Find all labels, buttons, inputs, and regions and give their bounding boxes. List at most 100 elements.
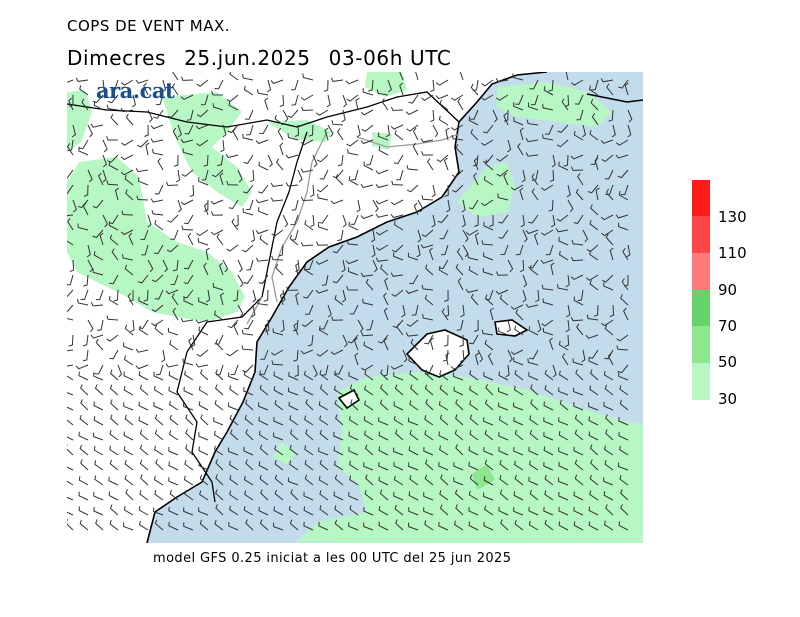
wind-barb (120, 169, 134, 176)
wind-barb (109, 274, 119, 285)
wind-barb (255, 229, 269, 235)
wind-barb (357, 319, 364, 333)
wind-barb (468, 521, 479, 531)
wind-barb (483, 252, 494, 261)
wind-barb (303, 506, 314, 516)
wind-barb (279, 142, 284, 156)
wind-barb (244, 319, 254, 330)
wind-barb (364, 430, 374, 441)
wind-barb (440, 244, 449, 256)
wind-barb (627, 124, 632, 138)
wind-barb (484, 399, 494, 411)
wind-barb (474, 232, 480, 246)
wind-barb (541, 319, 554, 327)
wind-barb (78, 491, 89, 501)
wind-barb (483, 417, 494, 426)
wind-barb (604, 349, 614, 360)
wind-barb (181, 76, 194, 81)
wind-barb (365, 278, 374, 291)
wind-barb (571, 239, 584, 246)
wind-barb (287, 109, 299, 118)
wind-barb (189, 184, 195, 198)
wind-barb (291, 94, 299, 106)
wind-barb (136, 139, 149, 148)
wind-barb (606, 83, 614, 96)
wind-barb (327, 124, 334, 138)
wind-barb (498, 415, 509, 426)
legend-swatch-130plus (692, 180, 710, 216)
wind-barb (574, 474, 584, 486)
wind-barb (375, 229, 389, 236)
wind-barb (90, 123, 104, 128)
wind-barb (67, 169, 74, 179)
wind-barb (213, 430, 224, 441)
wind-barb (439, 445, 449, 456)
wind-barb (469, 334, 479, 345)
wind-barb (222, 124, 227, 138)
wind-barb (455, 399, 464, 411)
wind-barb (519, 187, 524, 201)
wind-barb (361, 124, 374, 132)
wind-barb (172, 259, 179, 272)
wind-barb (332, 169, 344, 179)
wind-barb (528, 102, 539, 111)
wind-barb (229, 72, 239, 81)
wind-barb (406, 184, 419, 193)
wind-barb (319, 384, 329, 396)
wind-barb (226, 180, 239, 186)
wind-barb (360, 139, 374, 145)
wind-barb (495, 289, 509, 295)
wind-barb (558, 387, 569, 396)
wind-barb (251, 304, 256, 318)
wind-barb (470, 128, 479, 141)
wind-barb (336, 128, 344, 141)
wind-barb (331, 120, 344, 126)
wind-barb (67, 304, 74, 313)
wind-barb (393, 475, 404, 486)
wind-barb (288, 505, 299, 516)
wind-barb (237, 259, 243, 273)
wind-barb (543, 86, 554, 96)
wind-barb (300, 94, 314, 101)
wind-barb (67, 444, 74, 456)
wind-barb (408, 94, 419, 104)
wind-barb (503, 172, 509, 186)
wind-barb (469, 400, 479, 411)
wind-barb (349, 304, 359, 315)
wind-barb (245, 459, 254, 471)
wind-barb (378, 146, 389, 156)
wind-barb (285, 154, 299, 159)
wind-barb (233, 322, 239, 336)
wind-barb (319, 169, 329, 180)
wind-barb (468, 490, 479, 501)
wind-barb (109, 429, 119, 441)
wind-barb (121, 210, 134, 216)
wind-barb (603, 401, 614, 411)
wind-barb (558, 161, 569, 171)
wind-barb (619, 385, 629, 396)
wind-barb (573, 296, 584, 306)
wind-barb (429, 247, 434, 261)
wind-barb (378, 462, 389, 471)
wind-barb (363, 341, 374, 351)
wind-barb (468, 506, 479, 516)
wind-barb (589, 219, 599, 231)
wind-barb (360, 272, 374, 277)
wind-barb (409, 370, 419, 381)
wind-barb (79, 444, 89, 456)
wind-barb (603, 282, 614, 291)
legend-swatch-50 (692, 326, 710, 363)
wind-barb (438, 521, 449, 531)
wind-barb (165, 289, 179, 295)
wind-barb (605, 504, 614, 516)
wind-barb (590, 369, 599, 381)
wind-barb (424, 294, 434, 306)
wind-barb (541, 284, 554, 291)
wind-barb (621, 278, 629, 291)
wind-barb (521, 169, 526, 183)
wind-barb (305, 304, 314, 315)
wind-barb (94, 364, 104, 375)
wind-barb (529, 489, 539, 501)
wind-barb (90, 334, 104, 339)
wind-barb (589, 279, 599, 291)
